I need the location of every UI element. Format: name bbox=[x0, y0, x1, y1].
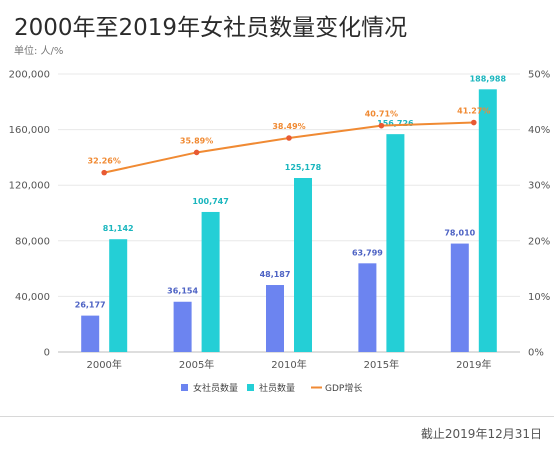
y-tick-label: 120,000 bbox=[9, 181, 50, 192]
chart-title: 2000年至2019年女社员数量变化情况 bbox=[14, 15, 408, 41]
unit-label: 单位: 人/% bbox=[14, 46, 64, 57]
member-bar bbox=[201, 211, 220, 352]
footer-date: 截止2019年12月31日 bbox=[420, 427, 542, 441]
x-tick-label: 2010年 bbox=[271, 358, 306, 371]
member-value-label: 100,747 bbox=[192, 197, 228, 206]
y2-tick-label: 40% bbox=[528, 125, 550, 136]
y-tick-label: 40,000 bbox=[15, 292, 50, 303]
member-bar bbox=[478, 89, 497, 353]
member-value-label: 156,726 bbox=[377, 119, 414, 128]
female-member-value-label: 78,010 bbox=[444, 229, 475, 238]
member-value-label: 125,178 bbox=[285, 163, 322, 172]
y2-tick-label: 50% bbox=[528, 70, 550, 81]
female-member-value-label: 36,154 bbox=[167, 287, 198, 296]
legend-members-label: 社员数量 bbox=[259, 382, 295, 394]
gdp-growth-point bbox=[471, 119, 477, 126]
member-value-label: 81,142 bbox=[103, 224, 134, 233]
female-member-bar bbox=[81, 315, 100, 352]
gdp-growth-value-label: 41.27% bbox=[457, 107, 490, 116]
gdp-growth-value-label: 32.26% bbox=[88, 157, 121, 166]
member-bar bbox=[294, 178, 312, 352]
y-tick-label: 0 bbox=[44, 348, 50, 359]
y-tick-label: 160,000 bbox=[9, 125, 50, 136]
legend-female-members-swatch bbox=[181, 384, 188, 391]
female-member-bar bbox=[358, 263, 377, 352]
gdp-growth-value-label: 35.89% bbox=[180, 136, 213, 145]
gdp-growth-point bbox=[101, 169, 107, 176]
legend-members-swatch bbox=[247, 384, 254, 391]
y-tick-label: 80,000 bbox=[15, 236, 50, 247]
gdp-growth-value-label: 38.49% bbox=[272, 122, 305, 131]
x-tick-label: 2000年 bbox=[86, 358, 121, 371]
female-member-bar bbox=[173, 301, 192, 352]
x-tick-label: 2005年 bbox=[179, 358, 214, 371]
legend-gdp-growth-label: GDP增长 bbox=[325, 382, 362, 394]
female-member-bar bbox=[450, 243, 469, 352]
legend-female-members-label: 女社员数量 bbox=[193, 382, 238, 394]
x-tick-label: 2015年 bbox=[364, 358, 399, 371]
female-member-value-label: 26,177 bbox=[75, 301, 106, 310]
y2-tick-label: 20% bbox=[528, 236, 550, 247]
female-member-bar bbox=[266, 285, 284, 352]
member-value-label: 188,988 bbox=[470, 74, 507, 83]
y2-tick-label: 30% bbox=[528, 181, 550, 192]
y-tick-label: 200,000 bbox=[9, 70, 50, 81]
gdp-growth-point bbox=[286, 135, 292, 141]
gdp-growth-point bbox=[193, 149, 200, 156]
footer-divider bbox=[0, 416, 554, 417]
female-member-value-label: 63,799 bbox=[352, 248, 383, 257]
gdp-growth-value-label: 40.71% bbox=[365, 110, 398, 119]
y2-tick-label: 10% bbox=[528, 292, 550, 303]
member-bar bbox=[109, 239, 128, 352]
member-bar bbox=[386, 134, 405, 352]
y2-tick-label: 0% bbox=[528, 348, 544, 359]
gdp-growth-point bbox=[378, 122, 385, 129]
female-member-value-label: 48,187 bbox=[260, 270, 291, 279]
x-tick-label: 2019年 bbox=[456, 358, 491, 371]
